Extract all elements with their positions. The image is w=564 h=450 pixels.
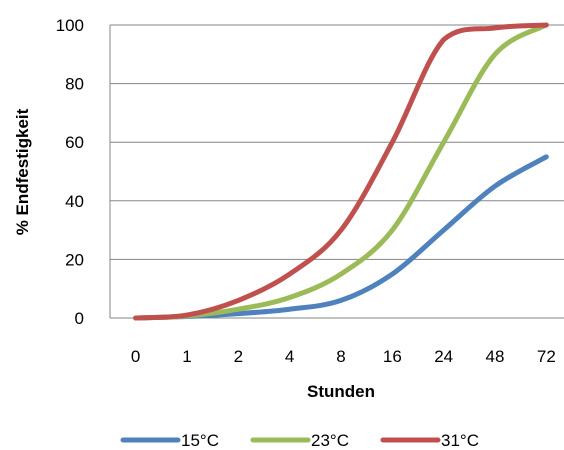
x-tick-label: 2	[234, 347, 243, 366]
series-line-23C	[133, 22, 549, 321]
y-tick-label: 20	[65, 250, 84, 269]
x-tick-label: 4	[285, 347, 294, 366]
x-tick-label: 1	[182, 347, 191, 366]
y-tick-label: 0	[75, 309, 84, 328]
y-tick-label: 40	[65, 192, 84, 211]
legend-label-15C: 15°C	[181, 431, 219, 450]
y-tick-labels: 0 20 40 60 80 100	[56, 16, 84, 328]
x-tick-label: 16	[383, 347, 402, 366]
legend-label-31C: 31°C	[441, 431, 479, 450]
x-tick-label: 8	[336, 347, 345, 366]
y-tick-label: 80	[65, 75, 84, 94]
y-tick-label: 100	[56, 16, 84, 35]
y-tick-label: 60	[65, 133, 84, 152]
gridlines	[110, 24, 564, 260]
series-line-15C	[133, 154, 549, 321]
legend-label-23C: 23°C	[311, 431, 349, 450]
x-tick-label: 24	[434, 347, 453, 366]
y-axis-title: % Endfestigkeit	[13, 108, 32, 235]
x-tick-label: 0	[131, 347, 140, 366]
series-lines	[133, 22, 549, 321]
x-axis-title: Stunden	[307, 382, 375, 401]
series-line-31C	[133, 22, 549, 321]
x-tick-label: 48	[486, 347, 505, 366]
x-tick-label: 72	[537, 347, 556, 366]
legend: 15°C 23°C 31°C	[120, 431, 479, 450]
x-tick-labels: 0 1 2 4 8 16 24 48 72	[131, 347, 556, 366]
